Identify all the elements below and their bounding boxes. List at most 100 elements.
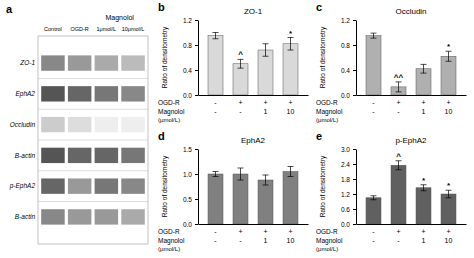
- axis-domain: [357, 95, 467, 96]
- tick-mark: [195, 149, 198, 150]
- blot-header: 10μmol/L: [122, 26, 145, 32]
- error-bar: [446, 190, 452, 198]
- y-tick: 1.0: [183, 171, 198, 178]
- tick-label: 1.5: [183, 146, 192, 153]
- bar: [441, 56, 456, 95]
- blot-row-label: B-actin: [15, 152, 36, 159]
- blot-header: 1μmol/L: [97, 26, 117, 32]
- blot-band: [95, 178, 118, 193]
- condition-value: 10: [287, 237, 295, 244]
- bar: [283, 44, 298, 95]
- tick-mark: [195, 20, 198, 21]
- y-tick: 1.2: [183, 17, 198, 24]
- blot-band: [95, 148, 118, 163]
- tick-label: 1.2: [183, 17, 192, 24]
- blot-band: [95, 117, 118, 132]
- tick-label: 1.8: [341, 176, 350, 183]
- condition-value: +: [421, 228, 425, 235]
- blot-band: [68, 86, 91, 101]
- x-axis: [199, 95, 309, 96]
- blot-row-label: Occludin: [10, 121, 36, 128]
- annotation: *: [447, 181, 451, 190]
- condition-value: -: [214, 99, 217, 106]
- bar: [366, 36, 381, 95]
- panel-label: d: [158, 130, 165, 142]
- condition-value: -: [239, 108, 242, 115]
- panel-label: c: [316, 1, 322, 13]
- condition-value: 10: [287, 108, 295, 115]
- blot-divider: [38, 78, 148, 79]
- condition-value: +: [263, 228, 267, 235]
- axis-domain: [356, 150, 357, 225]
- axis-domain: [199, 224, 309, 225]
- axis-domain: [357, 224, 467, 225]
- bars: [366, 161, 456, 224]
- blot-band: [68, 148, 91, 163]
- condition-value: +: [238, 99, 242, 106]
- y-axis: 0.0 0.6 1.2 1.8 2.4 3.0: [341, 146, 357, 228]
- condition-value: -: [239, 237, 242, 244]
- error-bar: [446, 51, 452, 61]
- bars: [366, 33, 456, 95]
- y-axis: 0.00.51.01.5: [183, 146, 199, 228]
- condition-value: 1: [422, 237, 426, 244]
- blot-band: [68, 55, 91, 70]
- tick-mark: [195, 174, 198, 175]
- panel-label: b: [158, 1, 165, 13]
- title: Occludin: [395, 7, 426, 16]
- blot-panel: aMagnololControlOGD-R1μmol/L10μmol/LZO-1…: [6, 3, 148, 244]
- y-tick: 0.0: [183, 92, 198, 99]
- y-label: Ratio of densitometry: [161, 26, 169, 88]
- bar: [416, 188, 431, 224]
- tick-mark: [353, 179, 356, 180]
- blot-band: [41, 86, 64, 101]
- condition-unit: (μmol/L): [316, 246, 338, 252]
- annotation: ^^: [394, 73, 404, 82]
- condition-value: 1: [422, 108, 426, 115]
- figure: aMagnololControlOGD-R1μmol/L10μmol/LZO-1…: [0, 0, 474, 258]
- error-bar: [396, 161, 402, 170]
- condition-label: Magnolol: [158, 108, 185, 116]
- tick-mark: [353, 70, 356, 71]
- annotation: ^: [238, 50, 243, 59]
- bar: [233, 174, 248, 224]
- tick-label: 3.0: [341, 146, 350, 153]
- y-tick: 2.4: [341, 161, 356, 168]
- blot-header: Control: [44, 26, 62, 32]
- bar-panel: 0.00.40.81.2^^*OccludincRatio of densito…: [316, 1, 467, 123]
- axis-domain: [198, 150, 199, 225]
- error-bar: [288, 167, 294, 177]
- condition-value: +: [446, 99, 450, 106]
- condition-value: -: [372, 237, 375, 244]
- axis-domain: [356, 21, 357, 96]
- tick-label: 0.8: [341, 42, 350, 49]
- condition-value: +: [288, 99, 292, 106]
- y-tick: 0.6: [341, 206, 356, 213]
- blot-row-label: B-actin: [15, 213, 36, 220]
- condition-value: +: [396, 228, 400, 235]
- condition-value: -: [214, 228, 217, 235]
- y-tick: 1.5: [183, 146, 198, 153]
- bar: [391, 165, 406, 224]
- blot-title: Magnolol: [105, 14, 134, 22]
- tick-label: 0.0: [341, 221, 350, 228]
- bar: [258, 50, 273, 95]
- blot-header: OGD-R: [70, 26, 88, 32]
- bar: [366, 198, 381, 224]
- condition-value: +: [263, 99, 267, 106]
- error-bar: [213, 33, 219, 39]
- y-tick: 1.8: [341, 176, 356, 183]
- tick-label: 1.2: [341, 191, 350, 198]
- blot-band: [95, 86, 118, 101]
- error-bar: [371, 196, 377, 200]
- tick-label: 0.0: [341, 92, 350, 99]
- blot-divider: [38, 170, 148, 171]
- blot-band: [41, 209, 64, 224]
- blot-band: [121, 86, 144, 101]
- bar-panel: 0.00.61.21.82.43.0^**p-EphA2eRatio of de…: [316, 130, 467, 252]
- error-bar: [421, 64, 427, 73]
- y-tick: 0.5: [183, 196, 198, 203]
- condition-value: 1: [264, 237, 268, 244]
- blot-divider: [38, 109, 148, 110]
- condition-unit: (μmol/L): [158, 246, 180, 252]
